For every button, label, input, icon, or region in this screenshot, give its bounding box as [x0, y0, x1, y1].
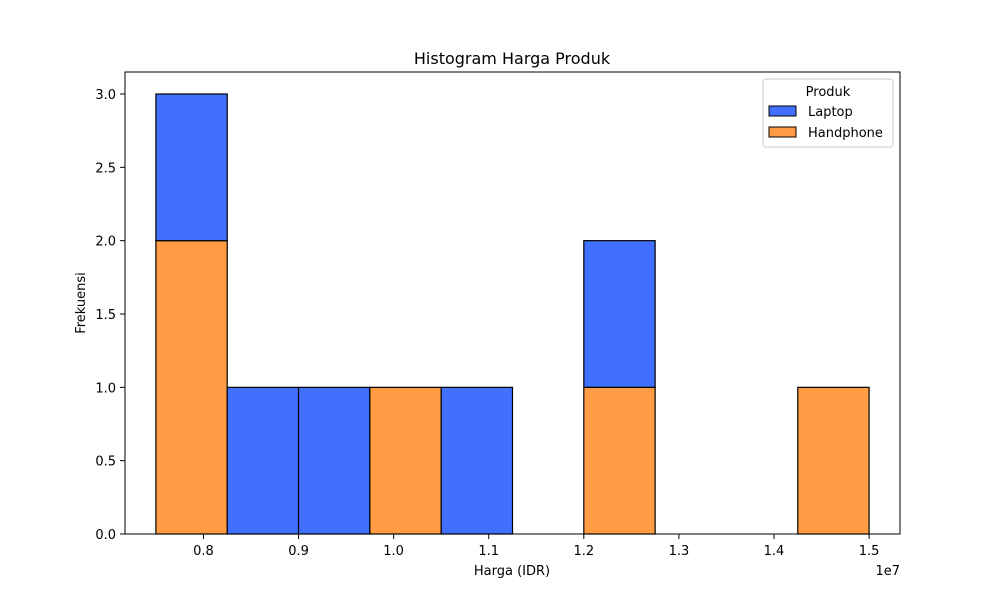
x-tick-label: 1.0	[383, 544, 404, 559]
y-tick-label: 3.0	[95, 88, 116, 103]
chart-title: Histogram Harga Produk	[414, 49, 611, 68]
legend-label-handphone: Handphone	[808, 126, 883, 141]
x-axis: 0.8 0.9 1.0 1.1 1.2 1.3 1.4 1.5	[193, 534, 879, 559]
bar-laptop-bin-4	[440, 386, 514, 535]
bars-group	[155, 93, 870, 535]
y-tick-label: 2.5	[95, 161, 116, 176]
bar-handphone-bin-6	[583, 386, 656, 535]
x-tick-label: 1.2	[573, 544, 594, 559]
x-tick-label: 1.5	[859, 544, 880, 559]
y-tick-label: 1.0	[95, 381, 116, 396]
x-axis-label: Harga (IDR)	[474, 564, 550, 579]
bar-handphone-bin-0	[155, 240, 228, 535]
y-tick-label: 0.5	[95, 455, 116, 470]
legend-label-laptop: Laptop	[808, 105, 853, 120]
y-axis: 0.0 0.5 1.0 1.5 2.0 2.5 3.0	[95, 88, 125, 543]
legend-swatch-laptop	[768, 105, 797, 117]
bar-laptop-bin-1	[226, 386, 300, 535]
y-tick-label: 1.5	[95, 308, 116, 323]
x-tick-label: 1.3	[669, 544, 690, 559]
legend-swatch-handphone	[768, 126, 797, 138]
y-axis-label: Frekuensi	[74, 272, 89, 334]
legend: Produk Laptop Handphone	[762, 78, 894, 148]
bar-laptop-bin-2	[297, 386, 371, 535]
plot-frame	[124, 71, 901, 535]
x-tick-label: 0.8	[193, 544, 214, 559]
bar-laptop-bin-6	[583, 240, 656, 388]
y-tick-label: 0.0	[95, 528, 116, 543]
bar-laptop-bin-0	[155, 93, 228, 242]
legend-title: Produk	[806, 85, 851, 100]
bar-handphone-bin-9	[797, 386, 870, 535]
x-axis-offset-label: 1e7	[875, 564, 900, 579]
x-tick-label: 0.9	[288, 544, 309, 559]
x-tick-label: 1.1	[478, 544, 499, 559]
bar-handphone-bin-3	[369, 386, 442, 535]
y-tick-label: 2.0	[95, 235, 116, 250]
x-tick-label: 1.4	[764, 544, 785, 559]
